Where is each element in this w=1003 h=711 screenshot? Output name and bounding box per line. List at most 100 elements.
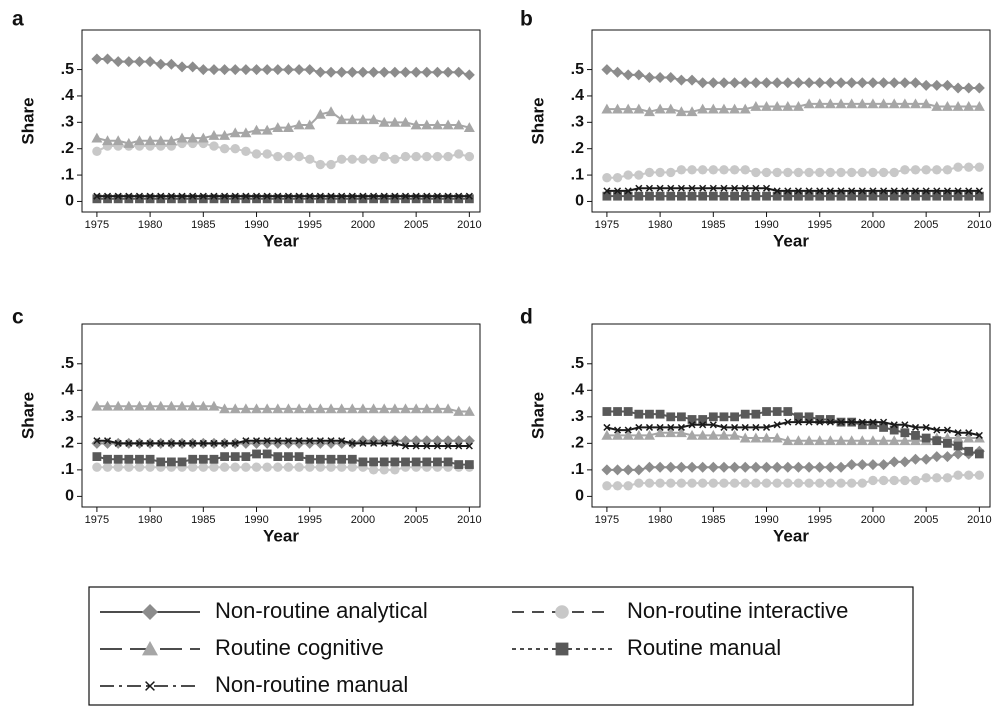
marker-diamond [155, 58, 167, 70]
marker-x [306, 437, 314, 445]
marker-square [198, 194, 208, 204]
marker-square [762, 191, 771, 201]
marker-x [794, 187, 803, 195]
y-tick-label: .5 [571, 61, 584, 78]
marker-triangle [314, 403, 326, 414]
marker-x [794, 418, 803, 426]
marker-diamond [718, 461, 730, 473]
marker-x [752, 423, 760, 431]
marker-square [433, 194, 442, 204]
marker-x [848, 418, 856, 426]
marker-x [338, 192, 346, 200]
marker-square [379, 194, 389, 204]
marker-x [762, 184, 771, 192]
marker-circle [974, 162, 985, 172]
marker-triangle [229, 127, 241, 138]
marker-square [698, 191, 708, 201]
marker-square [974, 449, 984, 459]
marker-triangle [963, 100, 975, 111]
marker-square [932, 436, 942, 446]
marker-diamond [442, 66, 454, 78]
marker-triangle [803, 435, 815, 446]
marker-square [145, 194, 155, 204]
marker-square [401, 194, 410, 204]
marker-triangle [336, 114, 348, 125]
marker-triangle [878, 435, 890, 446]
marker-x [613, 187, 622, 195]
marker-x [784, 187, 792, 195]
marker-x [199, 192, 207, 200]
marker-x [157, 192, 165, 200]
marker-diamond [771, 461, 783, 473]
marker-x [954, 187, 962, 195]
marker-x [189, 192, 197, 200]
y-tick-label: .2 [571, 140, 584, 157]
y-axis-label: Share [528, 97, 547, 144]
marker-square [687, 415, 697, 424]
marker-diamond [941, 451, 953, 463]
marker-circle [772, 167, 782, 178]
marker-square [623, 191, 633, 201]
marker-circle [953, 470, 963, 480]
marker-x [135, 439, 144, 447]
marker-triangle [824, 435, 836, 446]
marker-triangle [686, 106, 698, 117]
marker-circle [687, 165, 697, 175]
marker-x [380, 192, 388, 200]
marker-square [772, 191, 782, 201]
marker-circle [676, 478, 687, 488]
marker-x [274, 192, 282, 200]
marker-square [156, 194, 166, 204]
marker-circle [708, 165, 718, 175]
x-tick-label: 1990 [244, 219, 268, 231]
marker-diamond [878, 77, 890, 89]
marker-triangle [165, 400, 177, 411]
marker-circle [379, 151, 389, 162]
marker-x [295, 192, 303, 200]
marker-circle [411, 151, 421, 162]
marker-square [932, 191, 942, 201]
marker-diamond [867, 459, 879, 471]
marker-circle [251, 149, 262, 159]
marker-diamond [910, 453, 922, 465]
marker-diamond [729, 77, 741, 89]
marker-square [804, 412, 814, 422]
marker-triangle [963, 432, 975, 443]
marker-triangle [325, 106, 337, 117]
x-tick-label: 2010 [457, 219, 481, 231]
marker-diamond [931, 451, 943, 463]
marker-diamond [792, 77, 804, 89]
marker-x [221, 439, 229, 447]
marker-x [911, 423, 920, 431]
marker-triangle [187, 400, 199, 411]
legend-box [88, 586, 914, 706]
marker-diamond [867, 77, 879, 89]
marker-square [347, 454, 357, 464]
marker-triangle [729, 103, 741, 114]
marker-diamond [410, 66, 422, 78]
marker-circle [241, 146, 251, 157]
marker-triangle [782, 435, 794, 446]
marker-triangle [155, 135, 167, 146]
x-tick-label: 1975 [595, 219, 619, 231]
marker-triangle [643, 429, 655, 440]
marker-x [316, 437, 324, 445]
marker-circle [910, 165, 921, 175]
marker-diamond [771, 77, 783, 89]
marker-square [464, 460, 474, 469]
marker-triangle [272, 122, 284, 132]
y-tick-label: 0 [575, 193, 584, 210]
marker-diamond [219, 64, 231, 76]
marker-triangle [612, 429, 624, 440]
marker-triangle [952, 432, 964, 443]
marker-x [444, 442, 452, 450]
marker-square [825, 191, 835, 201]
marker-square [772, 407, 782, 416]
marker-triangle [665, 427, 677, 438]
marker-x [826, 418, 834, 426]
x-tick-label: 1980 [138, 219, 162, 231]
marker-x [125, 439, 133, 447]
marker-square [889, 425, 899, 435]
marker-circle [825, 478, 836, 488]
x-tick-label: 1975 [595, 514, 619, 526]
